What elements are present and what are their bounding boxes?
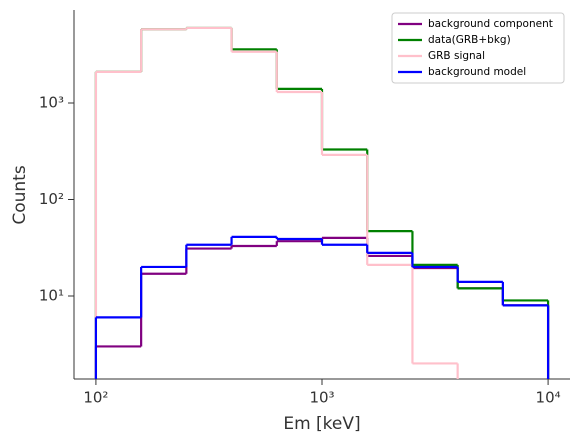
y-axis-label: Counts: [10, 165, 30, 224]
y-tick-label: 10¹: [39, 286, 64, 304]
y-tick-label: 10³: [39, 94, 64, 112]
x-tick-label: 10⁴: [536, 389, 561, 407]
x-axis-label: Em [keV]: [283, 414, 360, 434]
x-tick-label: 10²: [83, 389, 108, 407]
legend-label: data(GRB+bkg): [428, 34, 511, 46]
legend-label: GRB signal: [428, 50, 485, 62]
x-tick-label: 10³: [309, 389, 334, 407]
legend-box: [391, 12, 565, 84]
legend-label: background component: [428, 18, 553, 30]
legend-label: background model: [428, 66, 526, 78]
y-tick-label: 10²: [39, 190, 64, 208]
